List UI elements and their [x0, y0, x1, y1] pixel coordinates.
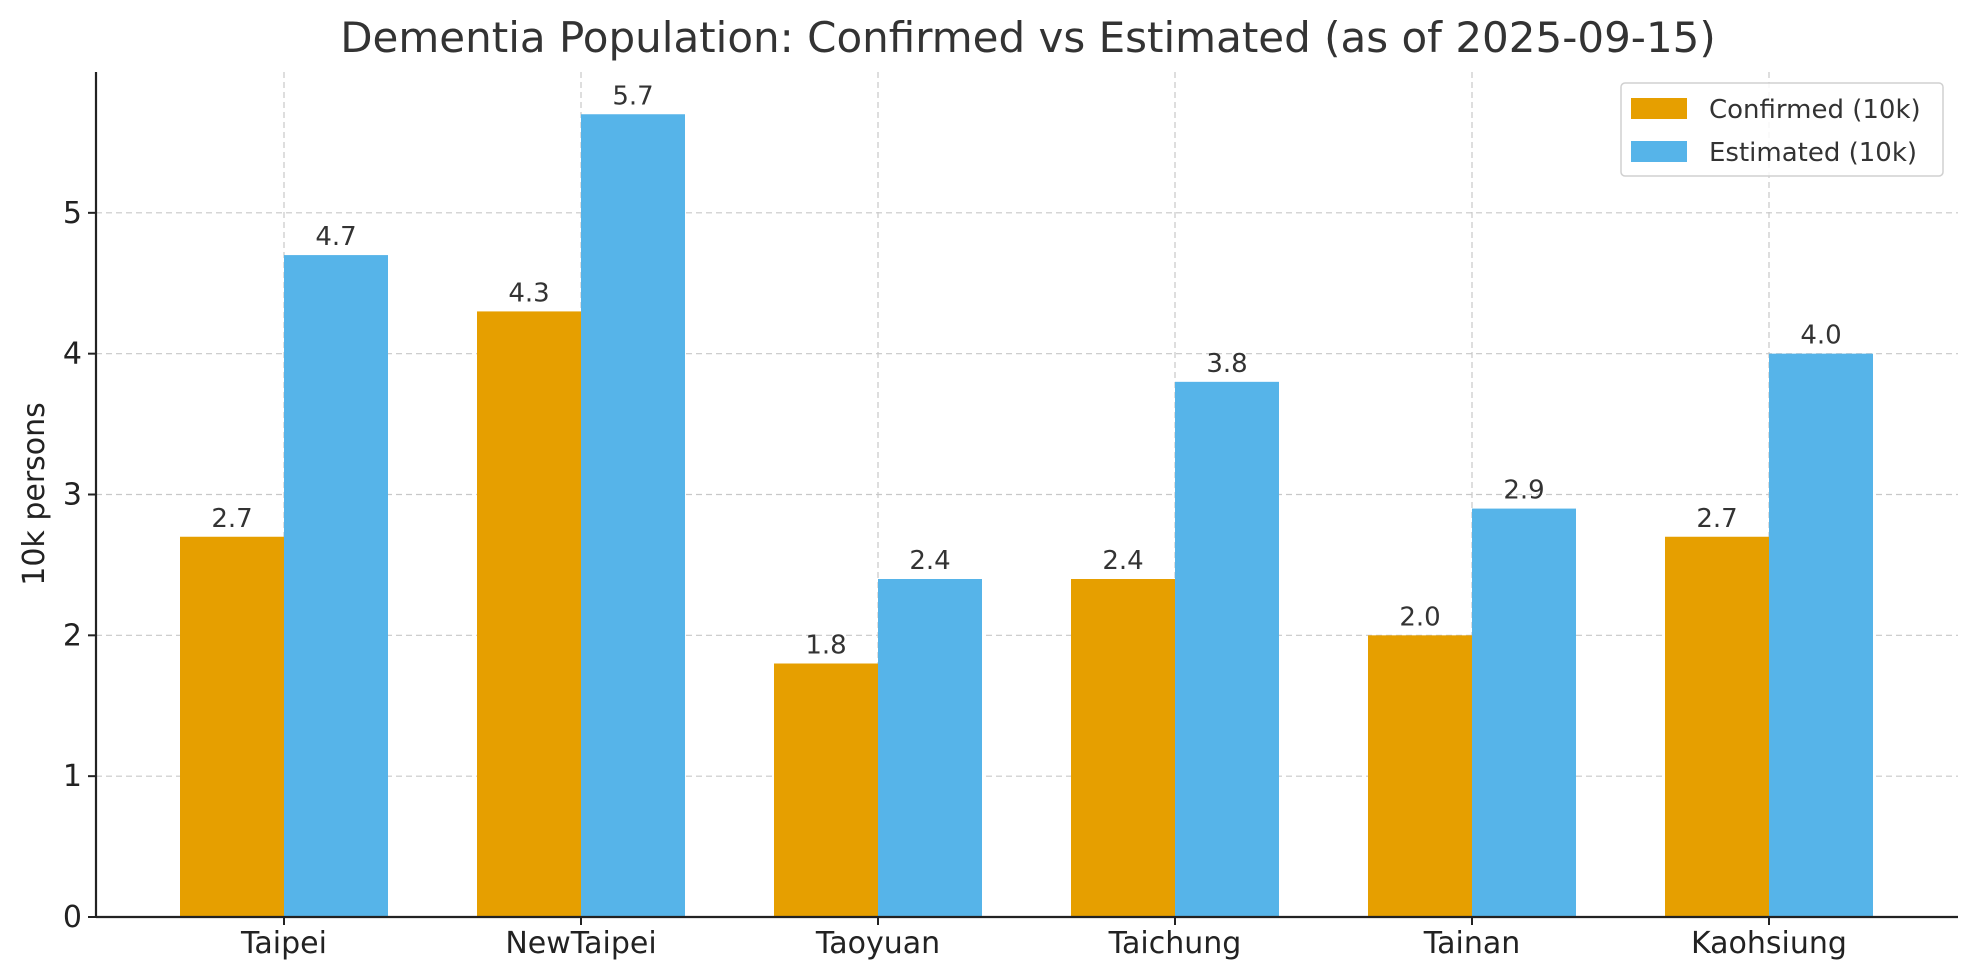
bar-estimated-taipei	[284, 255, 388, 918]
bar-confirmed-taichung	[1071, 579, 1175, 917]
y-tick-label: 4	[63, 337, 82, 372]
data-label: 5.7	[612, 81, 653, 111]
bar-confirmed-taoyuan	[774, 663, 878, 917]
data-label: 2.9	[1503, 476, 1544, 506]
data-label: 4.0	[1800, 321, 1841, 351]
y-axis-title: 10k persons	[17, 402, 52, 586]
chart-title: Dementia Population: Confirmed vs Estima…	[340, 13, 1716, 62]
legend-swatch-estimated	[1631, 141, 1687, 162]
legend-label: Confirmed (10k)	[1709, 95, 1921, 125]
data-label: 2.4	[1102, 546, 1143, 576]
bar-confirmed-kaohsiung	[1665, 536, 1769, 917]
y-tick-label: 0	[63, 900, 82, 935]
x-tick-label: Kaohsiung	[1691, 926, 1847, 961]
y-tick-label: 3	[63, 478, 82, 513]
axes: 0 1 2 3 4 5 Taipei NewTaipei Taoyuan Taichung Tain…	[63, 72, 1958, 961]
legend-label: Estimated (10k)	[1709, 138, 1917, 168]
data-label: 3.8	[1206, 349, 1247, 379]
bar-confirmed-newtaipei	[477, 311, 581, 918]
data-label: 4.7	[315, 222, 356, 252]
data-label: 4.3	[508, 278, 549, 308]
x-tick-label: Taipei	[240, 926, 327, 961]
y-tick-label: 2	[63, 618, 82, 653]
y-tick-label: 5	[63, 196, 82, 231]
data-label: 2.7	[211, 504, 252, 534]
legend-box	[1620, 82, 1944, 177]
x-tick-label: Tainan	[1423, 926, 1521, 961]
bar-estimated-taoyuan	[878, 579, 982, 917]
x-tick-label: NewTaipei	[505, 926, 656, 961]
data-label: 2.4	[909, 546, 950, 576]
bar-confirmed-tainan	[1368, 635, 1472, 917]
bar-estimated-tainan	[1472, 508, 1576, 917]
bar-estimated-kaohsiung	[1769, 353, 1873, 918]
bar-estimated-newtaipei	[581, 114, 685, 917]
y-tick-label: 1	[63, 759, 82, 794]
data-label: 1.8	[805, 631, 846, 661]
x-tick-label: Taichung	[1108, 926, 1242, 961]
x-tick-label: Taoyuan	[815, 926, 940, 961]
bars: 2.7 4.3 1.8 2.4 2.0 2.7 4.7 5.7 2.4 3.8 2.9 4.0	[180, 81, 1873, 918]
data-label: 2.7	[1696, 504, 1737, 534]
bar-confirmed-taipei	[180, 536, 284, 917]
legend: Confirmed (10k) Estimated (10k)	[1620, 82, 1944, 177]
legend-swatch-confirmed	[1631, 98, 1687, 119]
data-label: 2.0	[1399, 602, 1440, 632]
bar-estimated-taichung	[1175, 381, 1279, 917]
